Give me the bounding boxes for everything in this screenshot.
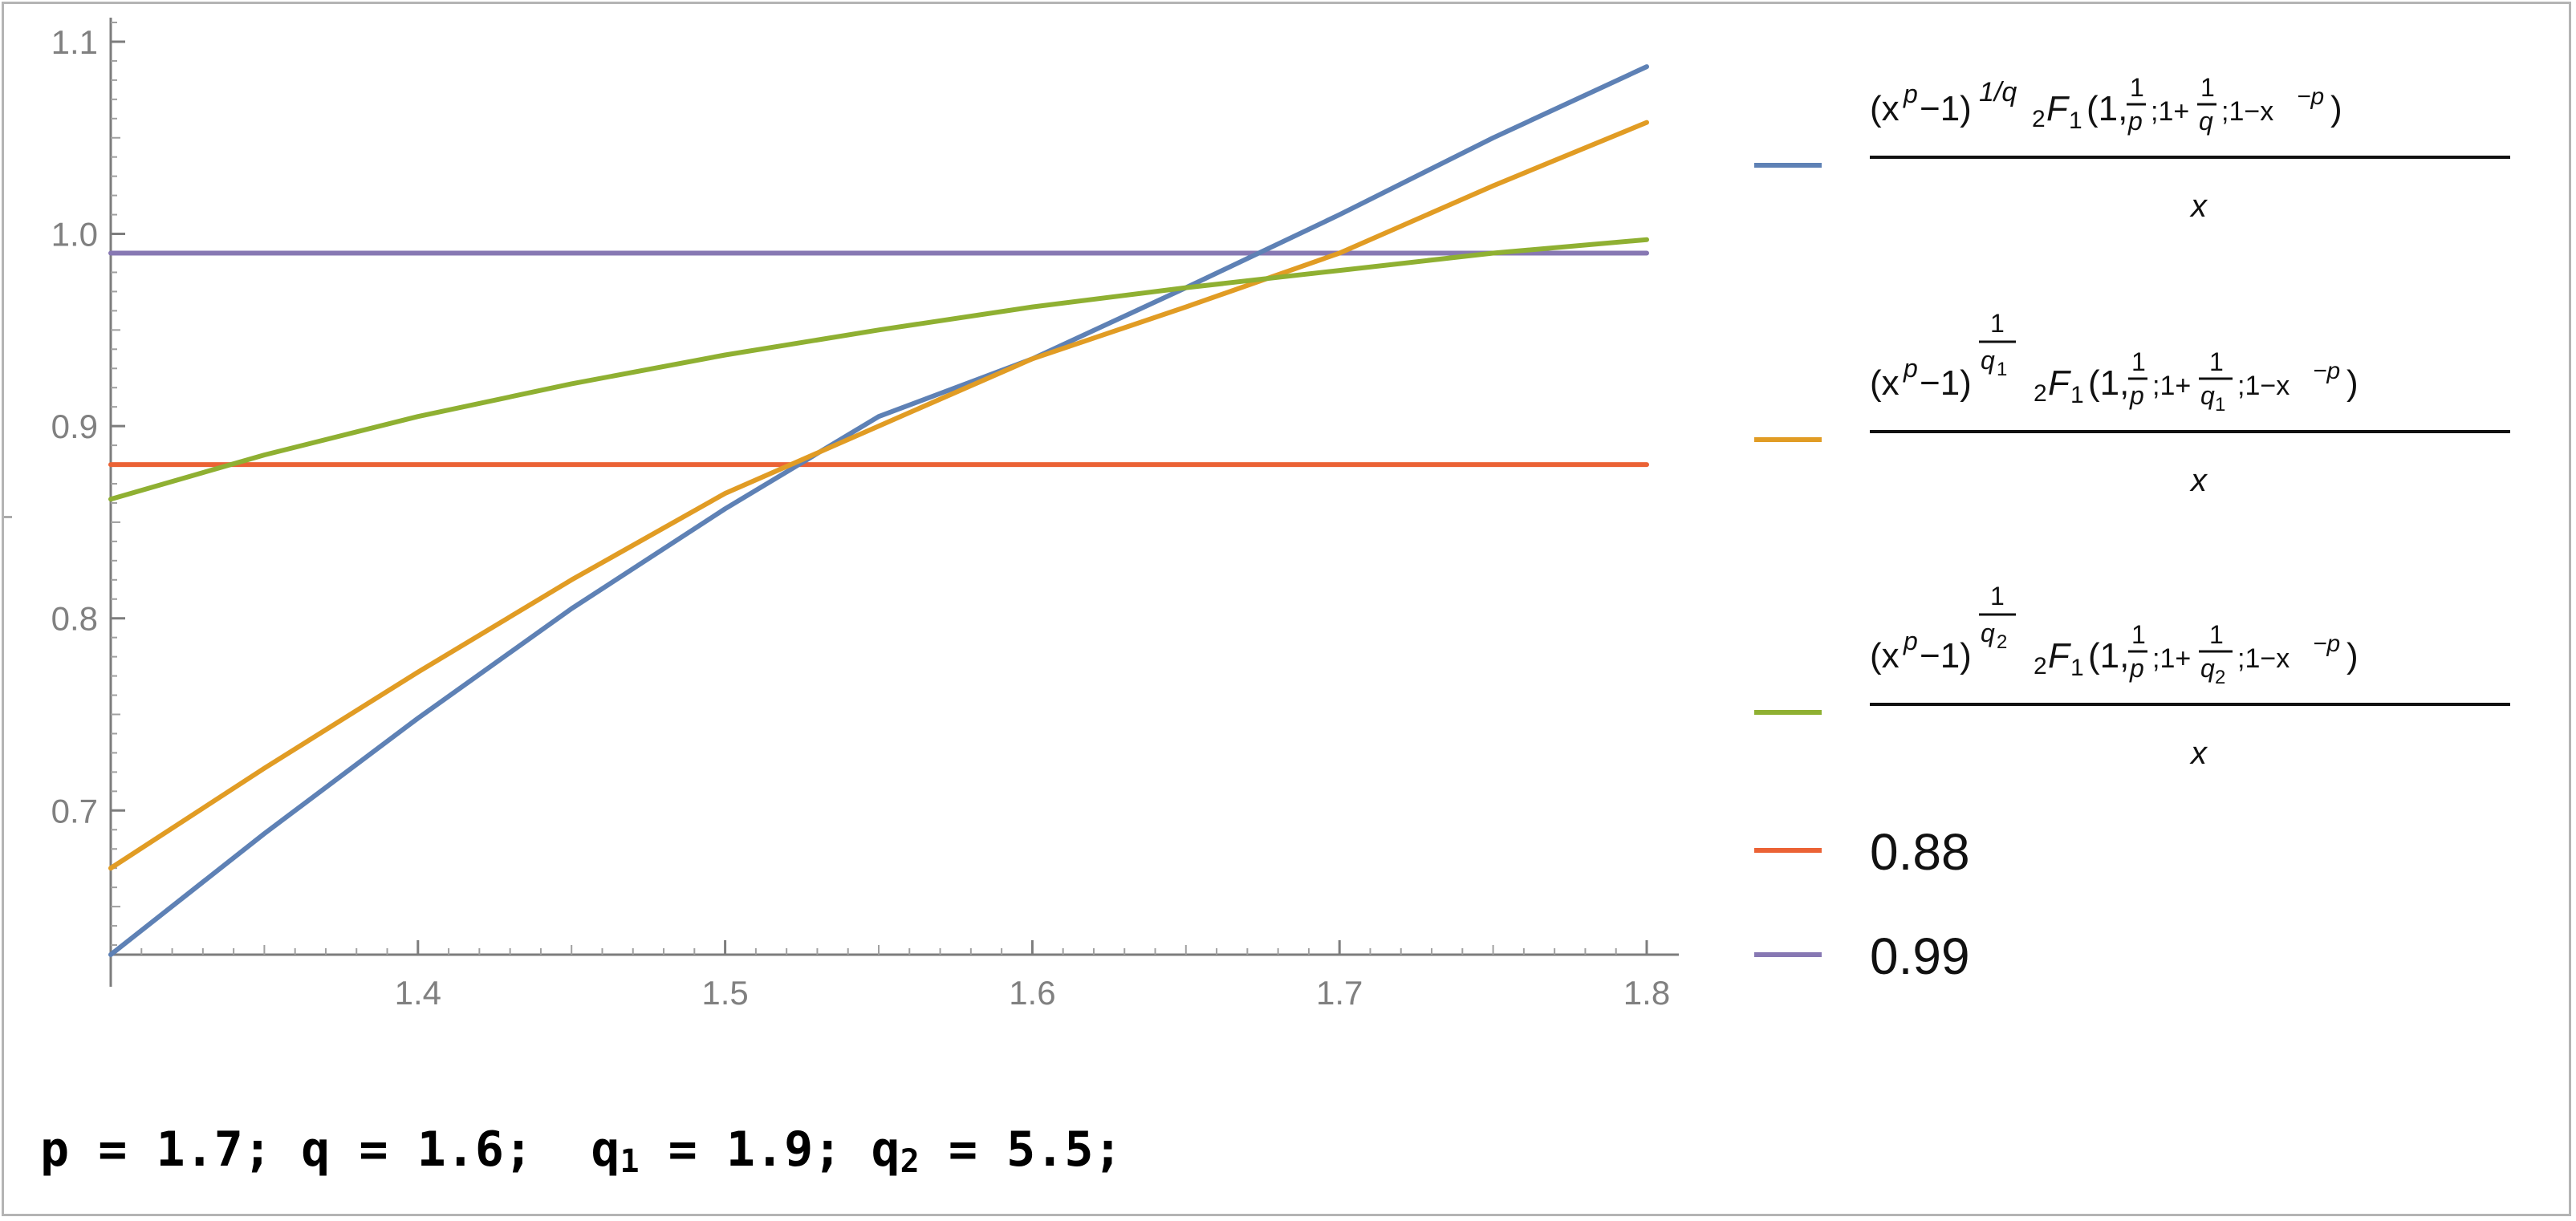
legend-frac2-num: 1 <box>2200 73 2215 102</box>
legend: (x p −1) 1/q2 F 1 (1,1p ;1+1q ;1−x −p)x(x p −1)1q 12… <box>1754 73 2510 985</box>
legend-func-pre: 2 <box>2034 653 2047 679</box>
legend-entry-4: 0.88 <box>1754 823 1970 881</box>
legend-args-a: (1, <box>2088 636 2129 675</box>
series-line-3 <box>108 237 1649 502</box>
legend-denominator-x: x <box>2189 189 2208 224</box>
legend-args-exp: −p <box>2313 631 2340 657</box>
legend-args-a: (1, <box>2088 363 2129 403</box>
legend-frac1-num: 1 <box>2130 73 2144 102</box>
series-line-2 <box>108 120 1649 871</box>
legend-exp-den: q <box>1981 619 1995 647</box>
legend-paren-x: (x <box>1870 363 1899 403</box>
legend-entry-2: (x p −1)1q 12 F 1 (1,1p ;1+1q 1;1−x −p)x <box>1754 309 2510 498</box>
legend-entry-1: (x p −1) 1/q2 F 1 (1,1p ;1+1q ;1−x −p)x <box>1754 73 2510 224</box>
legend-paren-x: (x <box>1870 636 1899 675</box>
legend-denominator-x: x <box>2189 736 2208 771</box>
x-tick-label: 1.7 <box>1316 974 1363 1012</box>
legend-minus-one: −1) <box>1920 363 1972 403</box>
legend-frac1-den: p <box>2127 107 2143 136</box>
legend-frac2-den-sub: 1 <box>2215 394 2225 416</box>
x-tick-label: 1.4 <box>395 974 441 1012</box>
parameter-definitions[interactable]: p = 1.7; q = 1.6; q1 = 1.9; q2 = 5.5; <box>40 1122 1123 1180</box>
legend-args-c: ;1−x <box>2221 96 2273 127</box>
y-tick-label: 1.0 <box>51 216 98 254</box>
y-tick-label: 1.1 <box>51 23 98 61</box>
legend-args-exp: −p <box>2313 358 2340 384</box>
x-tick-label: 1.6 <box>1009 974 1055 1012</box>
legend-func-pre: 2 <box>2032 106 2046 132</box>
legend-label: 0.99 <box>1870 927 1970 985</box>
legend-func-sub: 1 <box>2070 655 2084 681</box>
legend-exp-p: p <box>1903 627 1918 655</box>
params-q2-subscript: 2 <box>900 1143 920 1180</box>
legend-entry-5: 0.99 <box>1754 927 1970 985</box>
params-q2: = 5.5; <box>919 1122 1123 1178</box>
legend-label: 0.88 <box>1870 823 1970 881</box>
legend-frac1-num: 1 <box>2131 347 2146 376</box>
params-q1: = 1.9; q <box>639 1122 900 1178</box>
legend-func-sub: 1 <box>2069 107 2082 134</box>
curves <box>108 64 1649 957</box>
legend-func-sub: 1 <box>2070 382 2084 408</box>
params-p-q: p = 1.7; q = 1.6; q <box>40 1122 620 1178</box>
legend-args-close: ) <box>2346 363 2359 403</box>
legend-args-exp: −p <box>2297 83 2324 110</box>
legend-frac2-den: q <box>2200 654 2215 683</box>
frame-edge-mark <box>4 516 12 518</box>
y-tick-label: 0.9 <box>51 408 98 445</box>
legend-func-pre: 2 <box>2034 380 2047 407</box>
legend-args-b: ;1+ <box>2151 96 2189 127</box>
legend-func: F <box>2048 363 2071 403</box>
params-q1-subscript: 1 <box>620 1143 640 1180</box>
legend-exp-num: 1 <box>1990 309 2005 338</box>
legend-frac2-num: 1 <box>2209 620 2224 649</box>
legend-args-close: ) <box>2346 636 2359 675</box>
legend-denominator-x: x <box>2189 463 2208 498</box>
x-tick-label: 1.8 <box>1623 974 1670 1012</box>
legend-frac1-num: 1 <box>2131 620 2146 649</box>
legend-args-b: ;1+ <box>2152 371 2191 401</box>
legend-frac1-den: p <box>2129 381 2144 410</box>
axes: 0.7 0.8 0.9 1.0 1.1 1.4 1.5 1.6 1.7 1.8 <box>51 18 1679 1012</box>
legend-paren-x: (x <box>1870 89 1899 128</box>
y-tick-label: 0.7 <box>51 792 98 830</box>
legend-args-a: (1, <box>2086 89 2127 128</box>
legend-frac2-den: q <box>2200 381 2215 410</box>
legend-func: F <box>2046 89 2070 128</box>
series-line-1 <box>108 64 1649 957</box>
legend-exp-p: p <box>1903 79 1918 108</box>
legend-func: F <box>2048 636 2071 675</box>
y-tick-label: 0.8 <box>51 600 98 638</box>
legend-frac1-den: p <box>2129 654 2144 683</box>
legend-minus-one: −1) <box>1920 636 1972 675</box>
legend-entry-3: (x p −1)1q 22 F 1 (1,1p ;1+1q 2;1−x −p)x <box>1754 582 2510 771</box>
legend-exp-den-sub: 1 <box>1997 359 2007 380</box>
legend-minus-one: −1) <box>1920 89 1972 128</box>
legend-exp-den: q <box>1981 346 1995 375</box>
legend-args-close: ) <box>2330 89 2342 128</box>
legend-exp-den-sub: 2 <box>1997 631 2007 653</box>
legend-exp-1q: 1/q <box>1979 77 2017 107</box>
legend-frac2-den-sub: 2 <box>2215 667 2225 688</box>
legend-args-b: ;1+ <box>2152 643 2191 674</box>
legend-frac2-den: q <box>2199 107 2213 136</box>
legend-frac2-num: 1 <box>2209 347 2224 376</box>
x-tick-label: 1.5 <box>701 974 748 1012</box>
legend-args-c: ;1−x <box>2237 643 2290 674</box>
legend-exp-p: p <box>1903 354 1918 383</box>
legend-args-c: ;1−x <box>2237 371 2290 401</box>
legend-exp-num: 1 <box>1990 582 2005 610</box>
